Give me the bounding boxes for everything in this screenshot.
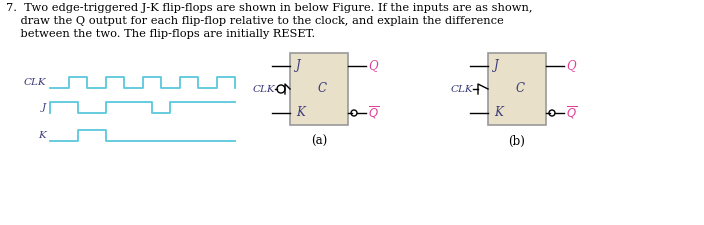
Text: K: K	[494, 106, 503, 119]
Text: Q: Q	[368, 59, 377, 72]
Text: (a): (a)	[311, 135, 327, 148]
Text: (b): (b)	[508, 135, 525, 148]
Bar	[488, 53, 546, 125]
Text: draw the Q output for each flip-flop relative to the clock, and explain the diff: draw the Q output for each flip-flop rel…	[6, 16, 504, 26]
Text: between the two. The flip-flops are initially RESET.: between the two. The flip-flops are init…	[6, 29, 315, 39]
Text: K: K	[296, 106, 305, 119]
Text: J: J	[494, 59, 498, 72]
Text: CLK: CLK	[451, 85, 474, 94]
Text: 7.  Two edge-triggered J-K flip-flops are shown in below Figure. If the inputs a: 7. Two edge-triggered J-K flip-flops are…	[6, 3, 532, 13]
Bar	[290, 53, 348, 125]
Text: C: C	[516, 83, 525, 95]
Text: J: J	[296, 59, 301, 72]
Text: CLK: CLK	[23, 78, 46, 87]
Text: J: J	[42, 103, 46, 112]
Text: C: C	[318, 83, 327, 95]
Text: $\mathit{\overline{Q}}$: $\mathit{\overline{Q}}$	[566, 105, 577, 121]
Text: K: K	[38, 131, 46, 140]
Text: $\mathit{\overline{Q}}$: $\mathit{\overline{Q}}$	[368, 105, 379, 121]
Text: Q: Q	[566, 59, 576, 72]
Text: CLK: CLK	[253, 85, 276, 94]
